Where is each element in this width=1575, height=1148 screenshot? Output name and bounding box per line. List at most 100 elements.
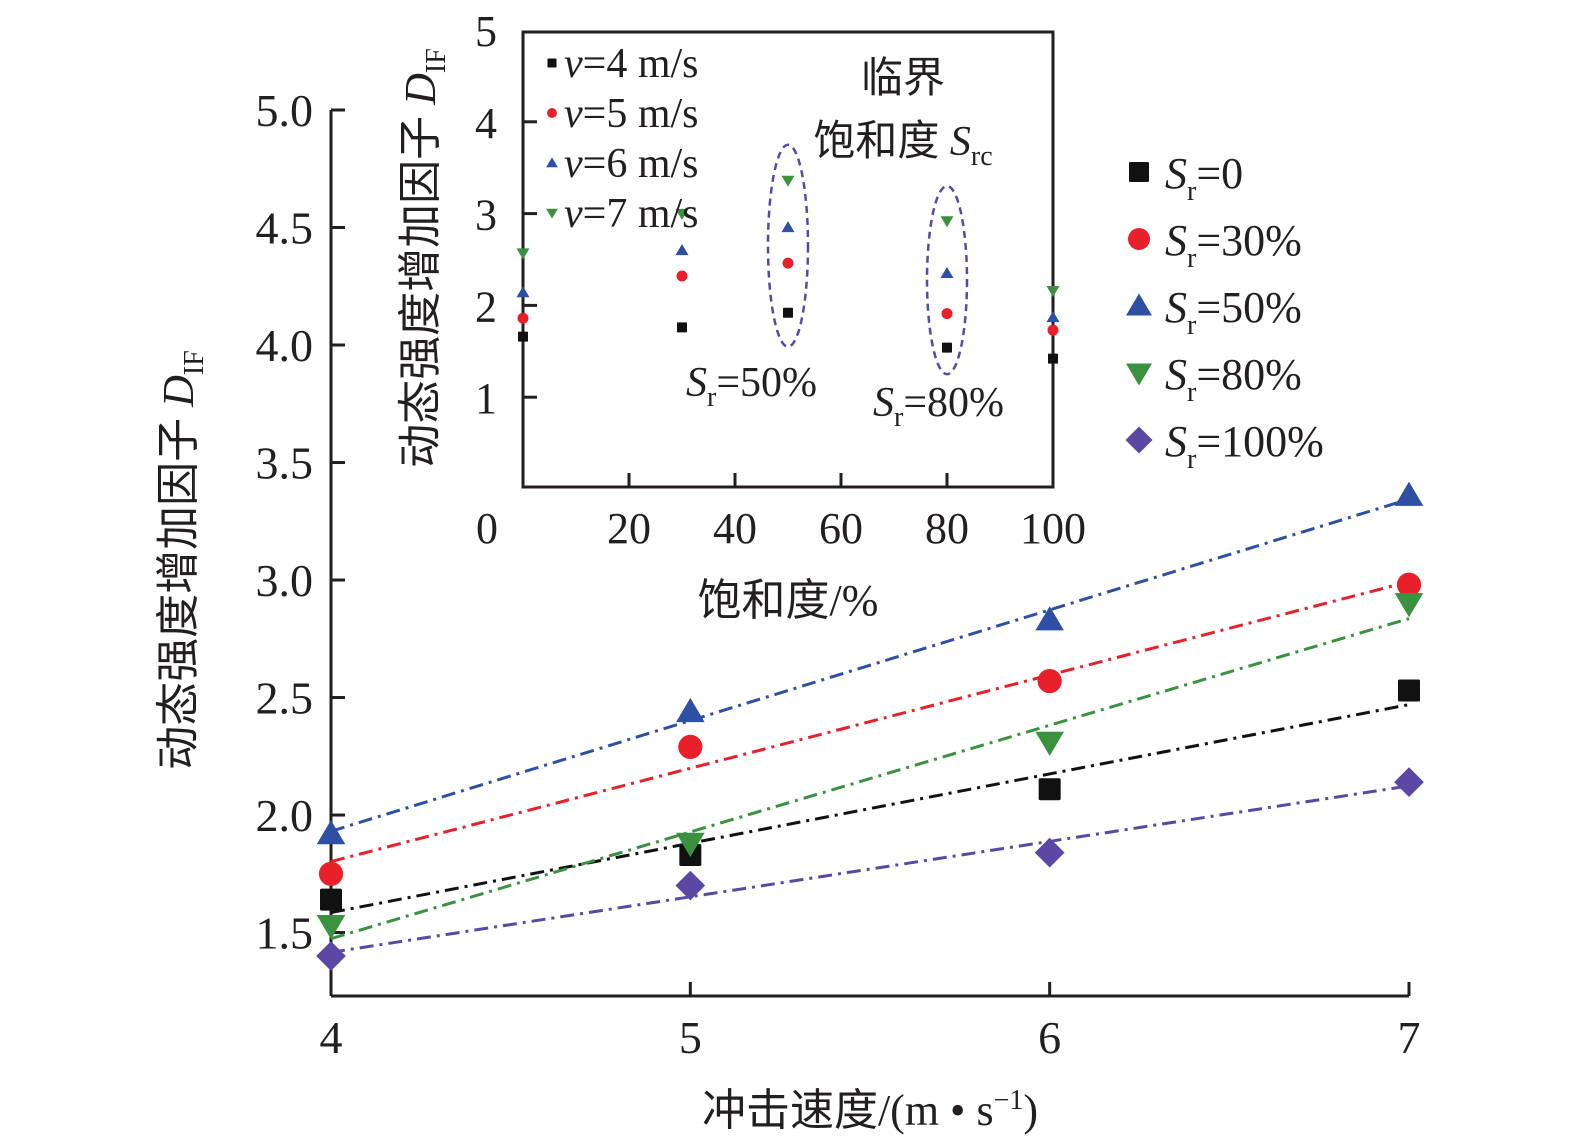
inset-y-tick-label: 5 (475, 7, 497, 56)
inset-data-point-v=6 m/s (1046, 311, 1060, 323)
inset-legend-label-v=4 m/s: v=4 m/s (564, 41, 699, 87)
data-point-Sr=50% (1394, 481, 1424, 506)
inset-data-point-v=4 m/s (677, 322, 687, 333)
main-legend: Sr=0 Sr=30% Sr=50% Sr=80% Sr=100% (1125, 149, 1324, 475)
main-y-tick-label: 1.5 (256, 908, 314, 959)
inset-legend-label-v=7 m/s: v=7 m/s (564, 191, 699, 237)
inset-x-tick-label: 100 (1020, 504, 1086, 553)
data-point-Sr=100% (1034, 837, 1065, 868)
critical-saturation-label-line1: 临界 (861, 55, 945, 102)
inset-data-point-v=4 m/s (518, 331, 528, 342)
data-point-Sr=80% (1035, 731, 1064, 756)
inset-data-point-v=7 m/s (1046, 285, 1060, 297)
inset-legend-marker-v=7 m/s (546, 208, 558, 219)
inset-y-tick-label: 4 (475, 99, 497, 148)
data-point-Sr=50% (676, 697, 705, 723)
main-y-tick-label: 2.0 (256, 790, 314, 841)
inset-data-point-v=5 m/s (782, 257, 794, 269)
legend-label-Sr=30%: Sr=30% (1165, 216, 1302, 274)
main-y-tick-label: 4.5 (256, 203, 314, 254)
inset-data-point-v=5 m/s (676, 270, 688, 282)
inset-y-tick-label: 3 (475, 191, 497, 240)
main-y-tick-label: 4.0 (256, 320, 314, 371)
legend-label-Sr=80%: Sr=80% (1165, 350, 1302, 408)
legend-label-Sr=100%: Sr=100% (1165, 417, 1324, 475)
trendline-Sr=80% (330, 617, 1410, 941)
annotation-sr-80: Sr=80% (873, 380, 1004, 433)
critical-saturation-highlight (925, 184, 969, 376)
legend-marker-Sr=30% (1128, 228, 1150, 250)
legend-label-Sr=50%: Sr=50% (1165, 283, 1302, 341)
critical-saturation-label-line2: 饱和度 Src (813, 119, 992, 172)
data-point-Sr=30% (678, 734, 703, 759)
inset-legend-label-v=5 m/s: v=5 m/s (564, 91, 699, 137)
data-point-Sr=0 (1038, 778, 1061, 801)
inset-data-point-v=4 m/s (942, 342, 952, 353)
inset-x-tick-label: 60 (819, 504, 863, 553)
data-point-Sr=50% (1035, 606, 1064, 631)
legend-marker-Sr=50% (1126, 293, 1152, 316)
inset-data-point-v=4 m/s (783, 307, 793, 318)
trendline-Sr=100% (330, 784, 1410, 954)
main-y-tick-label: 5.0 (256, 85, 314, 136)
annotation-sr-50: Sr=50% (686, 360, 817, 413)
data-point-Sr=30% (1396, 572, 1422, 597)
legend-marker-Sr=0 (1129, 162, 1149, 182)
inset-data-point-v=6 m/s (675, 244, 689, 256)
inset-legend: v=4 m/sv=5 m/sv=6 m/sv=7 m/s (546, 41, 699, 237)
trendline-Sr=30% (330, 580, 1410, 864)
inset-x-tick-label: 0 (476, 504, 498, 553)
inset-legend-label-v=6 m/s: v=6 m/s (564, 141, 699, 187)
main-y-axis-title: 动态强度增加因子 DIF (154, 350, 210, 770)
inset-data-point-v=7 m/s (940, 216, 954, 228)
inset-data-point-v=6 m/s (516, 286, 530, 298)
inset-y-tick-label: 1 (475, 374, 497, 423)
inset-x-tick-label: 20 (607, 504, 651, 553)
data-point-Sr=0 (320, 888, 342, 911)
inset-y-tick-label: 2 (475, 282, 497, 331)
inset-x-axis-title: 饱和度/% (698, 576, 879, 625)
inset-data-point-v=5 m/s (941, 308, 953, 320)
main-y-tick-label: 3.0 (256, 555, 314, 606)
legend-marker-Sr=100% (1125, 426, 1153, 454)
critical-saturation-highlight (766, 143, 810, 348)
inset-data-point-v=4 m/s (1048, 353, 1058, 364)
inset-data-point-v=7 m/s (781, 175, 795, 187)
main-x-axis-title: 冲击速度/(m • s−1) (702, 1085, 1038, 1135)
trendline-Sr=50% (330, 497, 1410, 833)
inset-data-point-v=7 m/s (675, 208, 689, 220)
main-y-tick-label: 2.5 (256, 673, 314, 724)
inset-y-axis-title: 动态强度增加因子 DIF (396, 48, 452, 468)
main-x-tick-label: 5 (679, 1012, 702, 1063)
inset-legend-marker-v=6 m/s (546, 157, 558, 168)
data-point-Sr=50% (316, 820, 346, 845)
data-point-Sr=30% (318, 861, 344, 886)
legend-marker-Sr=80% (1126, 363, 1152, 386)
legend-label-Sr=0: Sr=0 (1165, 149, 1243, 207)
data-point-Sr=0 (1398, 679, 1420, 702)
data-point-Sr=100% (316, 941, 346, 971)
trendline-Sr=0 (330, 703, 1410, 915)
inset-data-point-v=7 m/s (516, 248, 530, 260)
main-y-tick-label: 3.5 (256, 438, 314, 489)
inset-legend-marker-v=5 m/s (547, 108, 557, 118)
data-point-Sr=80% (1394, 593, 1424, 618)
data-point-Sr=100% (675, 870, 706, 901)
data-point-Sr=80% (316, 915, 346, 940)
main-x-tick-label: 7 (1398, 1012, 1421, 1063)
data-point-Sr=30% (1037, 668, 1062, 694)
inset-x-tick-label: 40 (713, 504, 757, 553)
data-point-Sr=80% (676, 832, 705, 857)
inset-data-point-v=5 m/s (1047, 324, 1059, 336)
main-plot: 1.5 2.0 2.5 3.0 3.5 4.0 4.5 5.0 4 5 6 7 冲击速度/(m • … (154, 85, 1424, 1135)
inset-legend-marker-v=4 m/s (547, 58, 557, 68)
inset-data-point-v=5 m/s (517, 312, 529, 324)
data-point-Sr=100% (1394, 767, 1424, 797)
inset-frame (521, 30, 1055, 489)
inset-plot: 1 2 3 4 5 0 20 40 60 80 100 v=4 m/sv=5 m/sv=6 m/s… (396, 7, 1086, 625)
inset-x-tick-label: 80 (925, 504, 969, 553)
inset-data-point-v=6 m/s (940, 267, 954, 279)
main-x-tick-label: 4 (320, 1012, 343, 1063)
main-x-tick-label: 6 (1038, 1012, 1061, 1063)
